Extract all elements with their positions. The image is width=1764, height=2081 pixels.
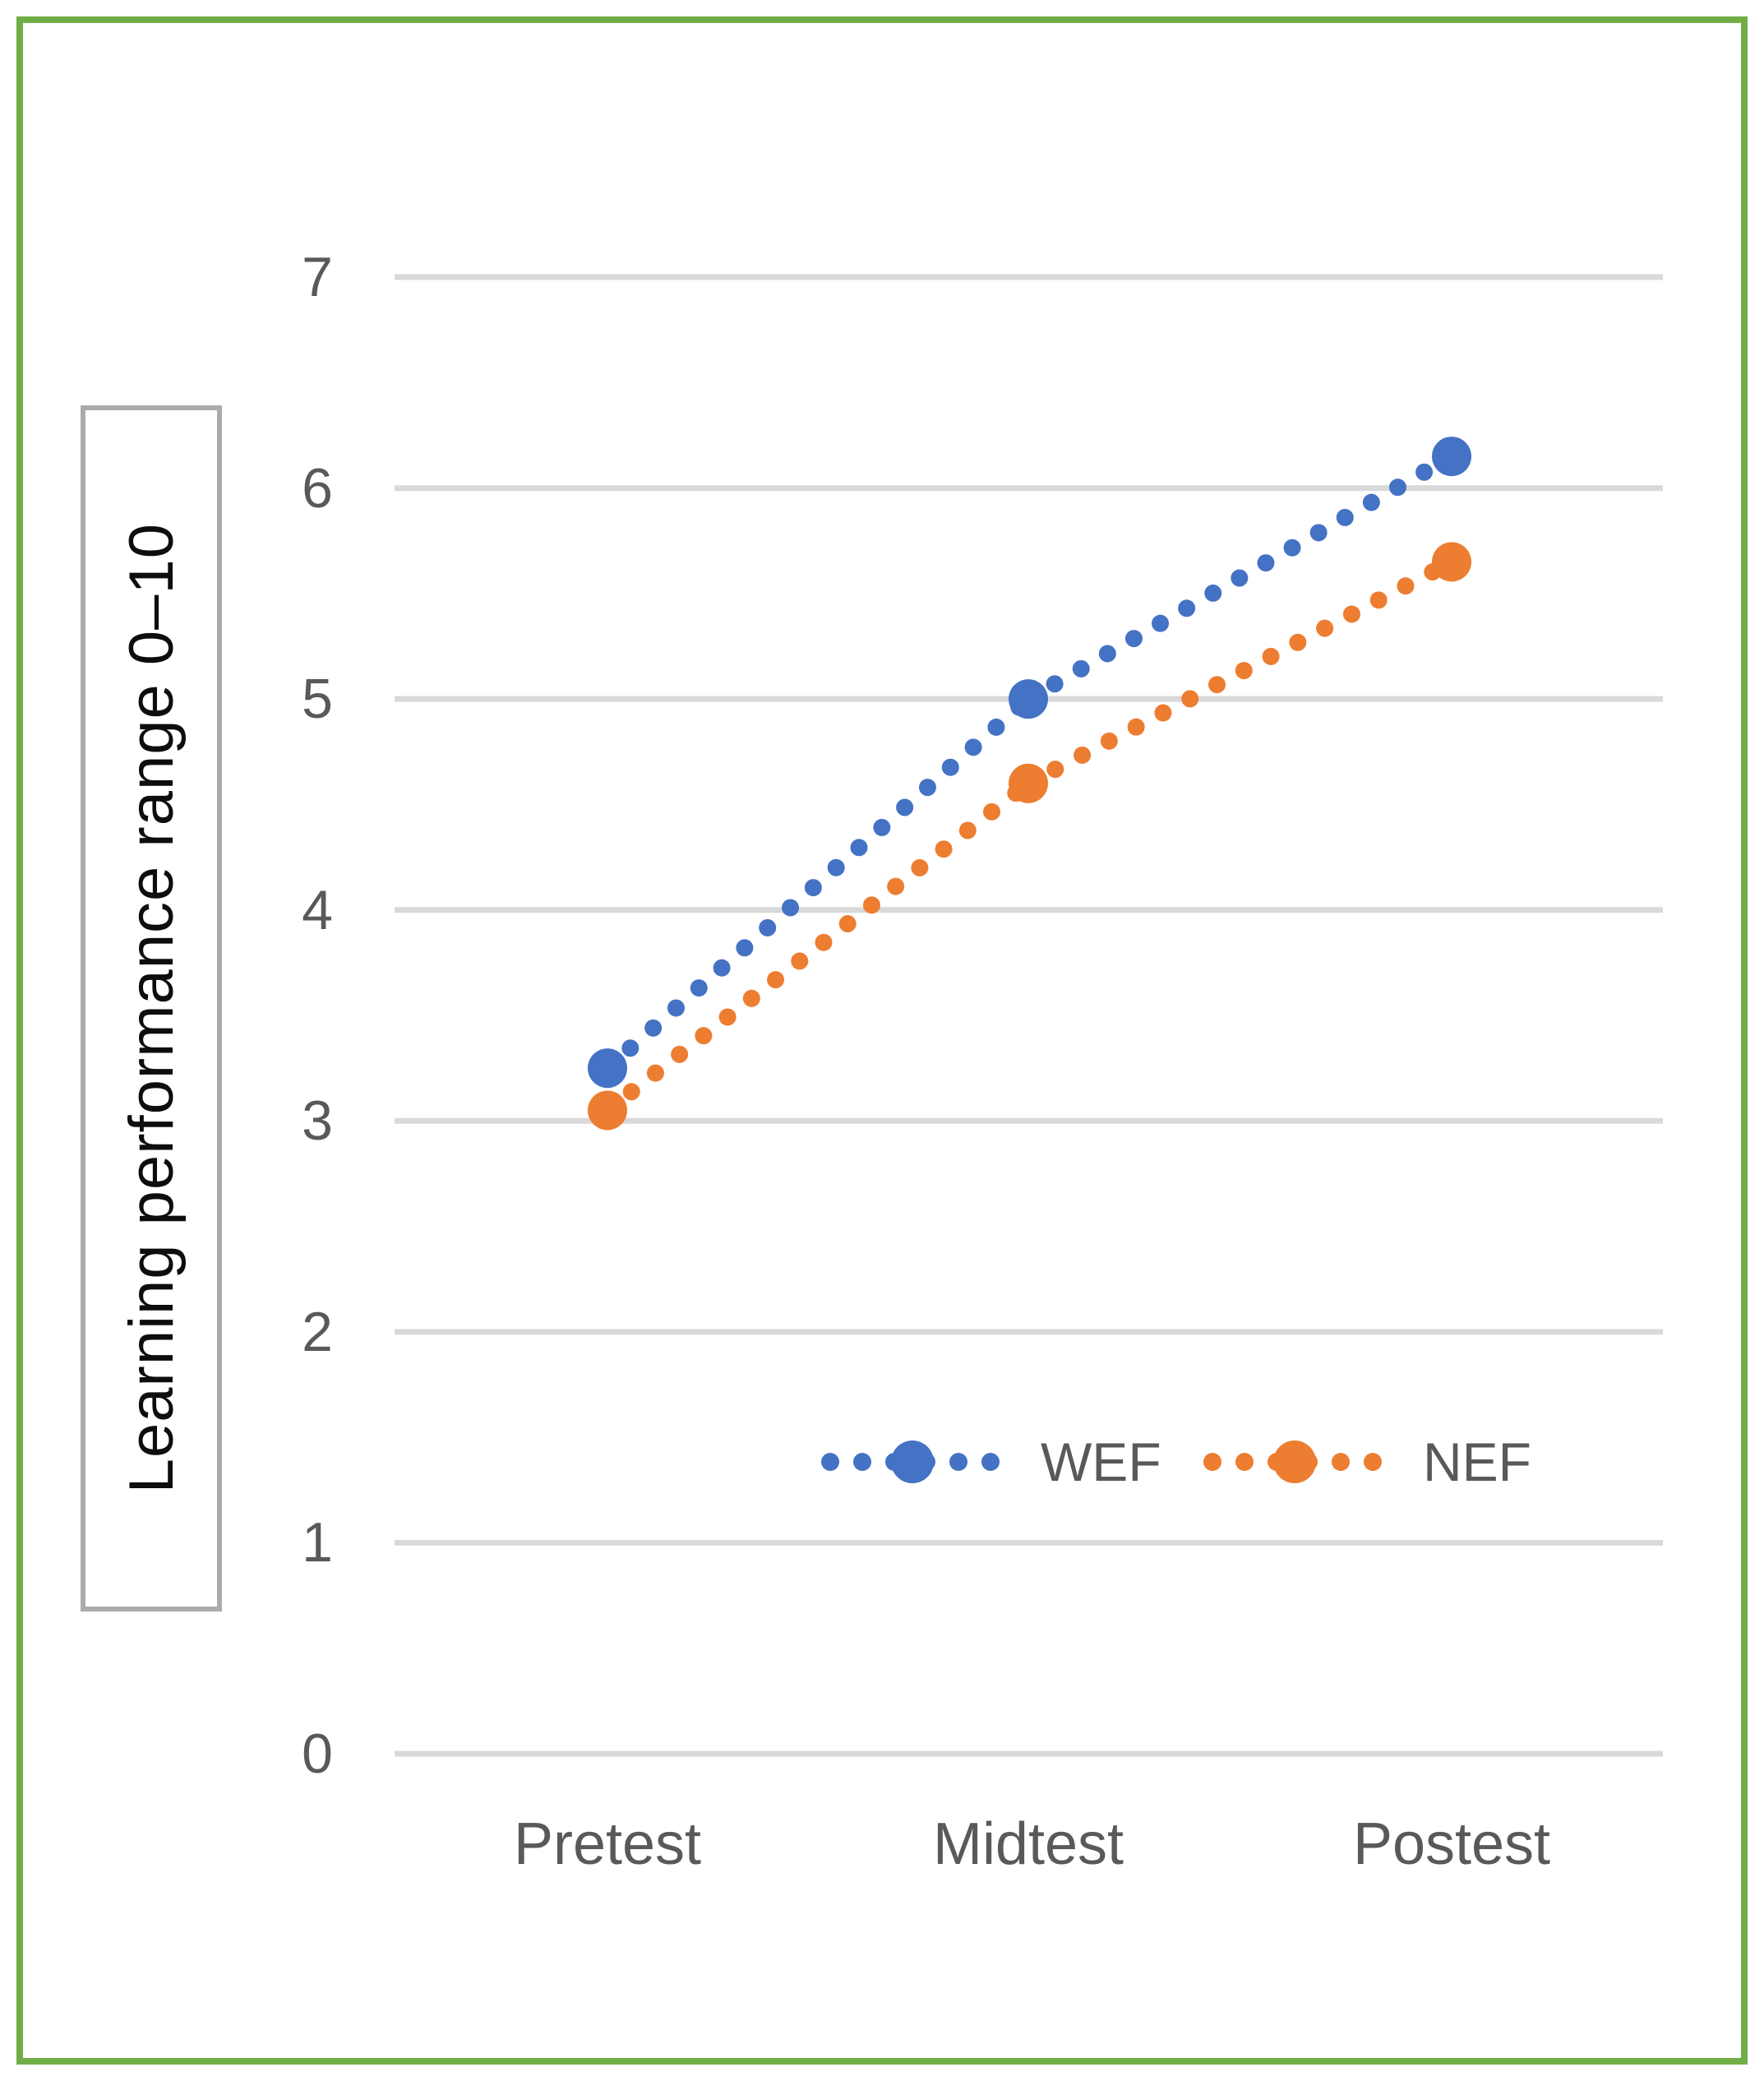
marker-wef-midtest	[1009, 679, 1048, 719]
marker-nef-postest	[1432, 542, 1471, 582]
series-dotted-line-wef-seg1	[1019, 447, 1461, 708]
y-tick-label-3: 3	[302, 1089, 333, 1153]
series-dotted-line-nef-seg0	[598, 775, 1037, 1119]
legend-swatch-nef-icon	[1203, 1441, 1391, 1483]
series-dotted-line-wef-seg0	[598, 690, 1037, 1077]
marker-wef-postest	[1432, 437, 1471, 477]
y-tick-label-7: 7	[302, 246, 333, 308]
legend-label-wef: WEF	[1041, 1431, 1161, 1492]
y-tick-label-1: 1	[302, 1511, 333, 1575]
x-category-label-pretest: Pretest	[513, 1811, 702, 1877]
legend-label-nef: NEF	[1423, 1431, 1531, 1492]
x-category-label-postest: Postest	[1352, 1811, 1551, 1877]
legend-item-nef: NEF	[1203, 1422, 1531, 1501]
series-dotted-line-nef-seg1	[1019, 553, 1461, 793]
legend-item-wef: WEF	[820, 1422, 1161, 1501]
x-category-label-midtest: Midtest	[932, 1811, 1124, 1877]
y-tick-label-0: 0	[302, 1723, 333, 1785]
y-axis-title: Learning performance range 0–10	[116, 523, 187, 1494]
marker-wef-pretest	[588, 1048, 627, 1089]
y-axis-title-box: Learning performance range 0–10	[81, 405, 222, 1612]
legend-swatch-wef-icon	[821, 1441, 1009, 1483]
y-tick-label-4: 4	[302, 878, 333, 941]
y-tick-label-5: 5	[302, 668, 333, 731]
marker-nef-pretest	[588, 1090, 627, 1131]
marker-nef-midtest	[1009, 763, 1048, 803]
y-tick-label-2: 2	[302, 1300, 333, 1363]
y-tick-label-6: 6	[302, 456, 333, 520]
